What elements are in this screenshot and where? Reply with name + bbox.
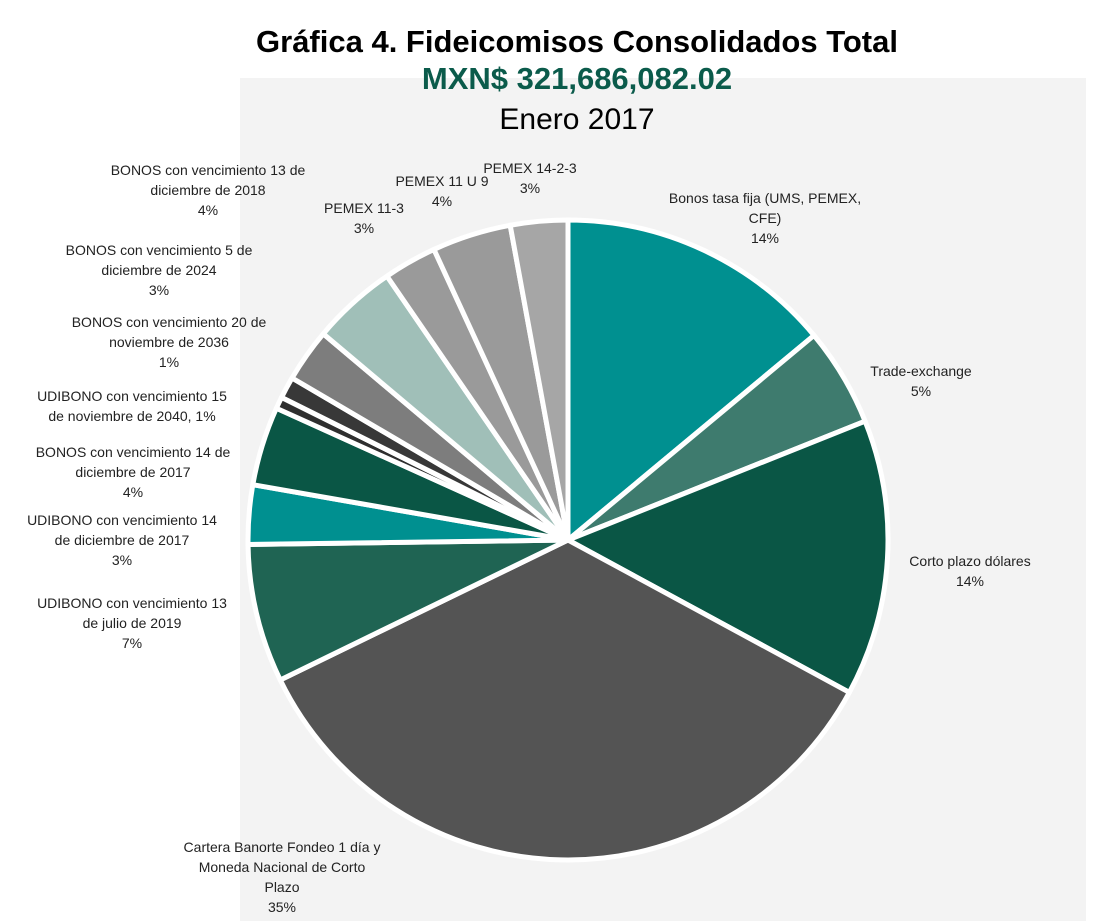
slice-label: Corto plazo dólares 14% — [909, 553, 1030, 589]
slice-label: Cartera Banorte Fondeo 1 día y Moneda Nac… — [184, 839, 381, 915]
slice-label: PEMEX 14-2-3 3% — [483, 160, 577, 196]
slice-label: Trade-exchange 5% — [870, 363, 972, 399]
pie-slice — [277, 537, 852, 863]
slice-label: UDIBONO con vencimiento 13 de julio de 20… — [37, 595, 227, 651]
chart-subtitle-date: Enero 2017 — [499, 103, 655, 136]
slice-label: BONOS con vencimiento 20 de noviembre de … — [72, 314, 267, 370]
slice-label: BONOS con vencimiento 13 de diciembre de … — [111, 162, 306, 218]
chart-subtitle-amount: MXN$ 321,686,082.02 — [421, 61, 733, 96]
slice-label: BONOS con vencimiento 5 de diciembre de 2… — [66, 242, 253, 298]
slice-label: BONOS con vencimiento 14 de diciembre de … — [36, 444, 231, 500]
slice-label: UDIBONO con vencimiento 14 de diciembre d… — [27, 512, 217, 568]
pie-slices — [245, 217, 891, 863]
pie-slice — [565, 217, 817, 543]
pie-labels: Bonos tasa fija (UMS, PEMEX, CFE) 14% Trade… — [27, 160, 1031, 915]
slice-label: PEMEX 11-3 3% — [324, 200, 404, 236]
pie-slice — [507, 217, 571, 543]
pie-slice — [565, 418, 891, 695]
slice-label: Bonos tasa fija (UMS, PEMEX, CFE) 14% — [669, 190, 861, 246]
slice-label: UDIBONO con vencimiento 15 de noviembre d… — [37, 388, 227, 424]
chart-title: Gráfica 4. Fideicomisos Consolidados Tot… — [256, 24, 898, 59]
slice-label: PEMEX 11 U 9 4% — [395, 173, 488, 209]
pie-slice — [245, 537, 571, 683]
